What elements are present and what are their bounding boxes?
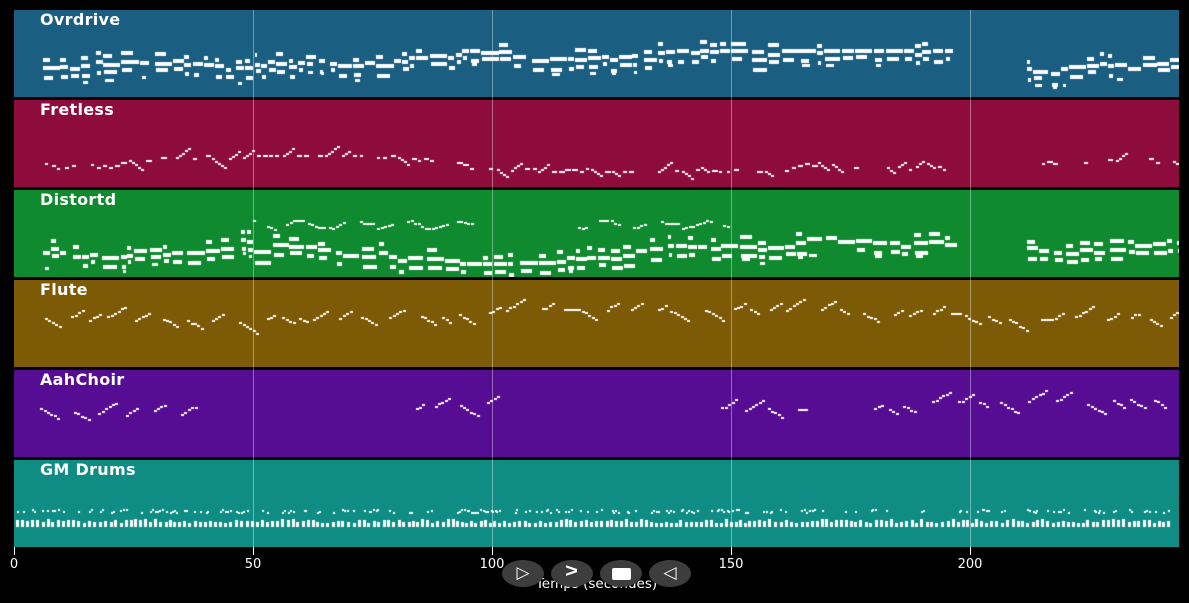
track-label: GM Drums [40, 460, 136, 479]
track-notes-canvas [14, 280, 1179, 367]
track-label: Fretless [40, 100, 115, 119]
fast-forward-button[interactable]: > [551, 560, 593, 587]
x-tick [253, 547, 254, 555]
track-notes-canvas [14, 460, 1179, 547]
track-label: Distortd [40, 190, 117, 209]
track-row-ovrdrive: Ovrdrive [14, 10, 1179, 97]
gridline [970, 10, 971, 547]
track-row-gm-drums: GM Drums [14, 460, 1179, 547]
stop-button[interactable] [600, 560, 642, 587]
track-notes-canvas [14, 100, 1179, 187]
play-icon: ▷ [516, 563, 530, 582]
track-label: Ovrdrive [40, 10, 121, 29]
x-tick [14, 547, 15, 555]
track-notes-canvas [14, 370, 1179, 457]
track-notes-canvas [14, 10, 1179, 97]
play-button[interactable]: ▷ [502, 560, 544, 587]
gridline [253, 10, 254, 547]
track-notes-canvas [14, 190, 1179, 277]
x-tick [492, 547, 493, 555]
x-tick-label: 100 [479, 557, 505, 572]
x-tick-label: 50 [244, 557, 262, 572]
track-row-distortd: Distortd [14, 190, 1179, 277]
track-label: AahChoir [40, 370, 125, 389]
rewind-button[interactable]: ◁ [649, 560, 691, 587]
x-tick [970, 547, 971, 555]
x-tick [731, 547, 732, 555]
x-tick-label: 200 [957, 557, 983, 572]
track-row-aahchoir: AahChoir [14, 370, 1179, 457]
x-tick-label: 0 [9, 557, 19, 572]
stop-icon [611, 567, 631, 580]
gridline [492, 10, 493, 547]
track-row-fretless: Fretless [14, 100, 1179, 187]
rewind-icon: ◁ [663, 563, 677, 582]
transport-bar: ▷ > ◁ [502, 560, 691, 587]
track-label: Flute [40, 280, 88, 299]
x-tick-label: 150 [718, 557, 744, 572]
fast-forward-icon: > [565, 561, 579, 582]
track-row-flute: Flute [14, 280, 1179, 367]
gridline [731, 10, 732, 547]
